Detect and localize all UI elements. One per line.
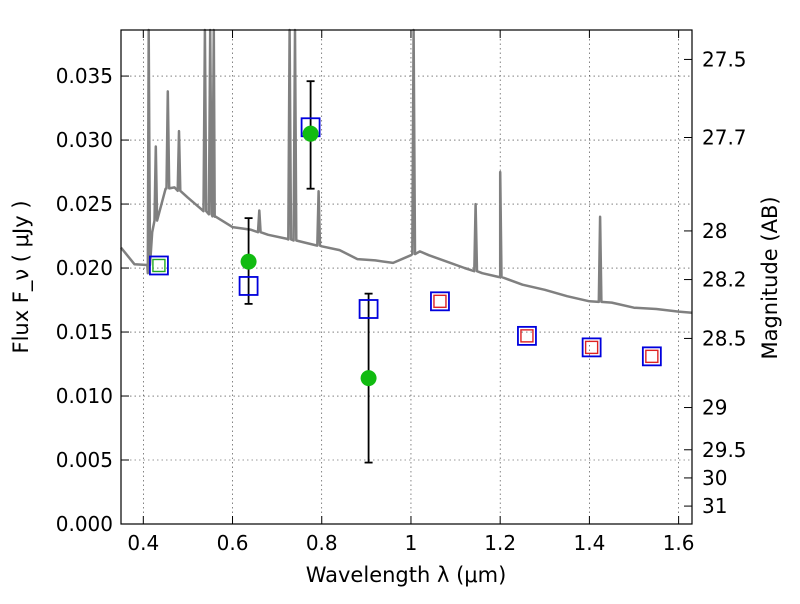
- right-tick-label: 27.5: [702, 47, 747, 71]
- plot-frame: [120, 29, 693, 525]
- observed-point: [360, 370, 377, 387]
- observed-point: [240, 253, 257, 270]
- right-tick-label: 31: [702, 494, 727, 518]
- y-axis-label: Flux F_ν ( μJy ): [9, 200, 34, 353]
- model-photometry-box: [581, 337, 602, 358]
- sed-model-line: [120, 28, 693, 315]
- right-tick-label: 28.5: [702, 326, 747, 350]
- model-photometry-box: [430, 291, 450, 312]
- x-tick-label: 0.4: [127, 531, 159, 555]
- inner-marker: [520, 329, 534, 343]
- y-tick-label: 0.035: [56, 64, 113, 88]
- right-tick-label: 28.2: [702, 268, 747, 292]
- right-tick-label: 29: [702, 396, 727, 420]
- photometry-points: [149, 80, 662, 464]
- sed-model-curve: [120, 28, 693, 315]
- model-photometry-box: [238, 276, 259, 296]
- x-tick-label: 1.4: [573, 531, 605, 555]
- x-tick-label: 0.6: [217, 531, 249, 555]
- model-photometry-box: [358, 299, 379, 319]
- x-tick-label: 1: [405, 531, 418, 555]
- right-y-axis-label: Magnitude (AB): [758, 196, 782, 359]
- y-tick-label: 0.025: [56, 192, 113, 216]
- y-tick-label: 0.005: [56, 448, 113, 472]
- right-tick-label: 29.5: [702, 438, 747, 462]
- y-tick-label: 0.030: [56, 128, 113, 152]
- x-tick-label: 1.6: [663, 531, 695, 555]
- inner-marker: [433, 294, 447, 309]
- inner-marker: [152, 258, 166, 273]
- y-tick-label: 0.015: [56, 320, 113, 344]
- observed-point: [302, 125, 319, 142]
- right-tick-label: 27.7: [702, 126, 747, 150]
- inner-marker: [584, 340, 599, 355]
- x-axis-label: Wavelength λ (μm): [306, 563, 507, 587]
- x-tick-label: 1.2: [484, 531, 516, 555]
- right-tick-label: 28: [702, 219, 727, 243]
- inner-marker: [645, 349, 659, 364]
- y-tick-label: 0.000: [56, 512, 113, 536]
- right-tick-label: 30: [702, 466, 727, 490]
- x-tick-label: 0.8: [306, 531, 338, 555]
- model-photometry-box: [149, 255, 169, 276]
- model-photometry-box: [517, 325, 537, 346]
- y-tick-label: 0.020: [56, 256, 113, 280]
- model-photometry-box: [641, 346, 662, 367]
- y-tick-label: 0.010: [56, 384, 113, 408]
- axis-ticks: 0.4 0.6 0.8 1 1.2 1.4 1.6 0.000 0.005 0.010 0.015 0…: [56, 30, 747, 555]
